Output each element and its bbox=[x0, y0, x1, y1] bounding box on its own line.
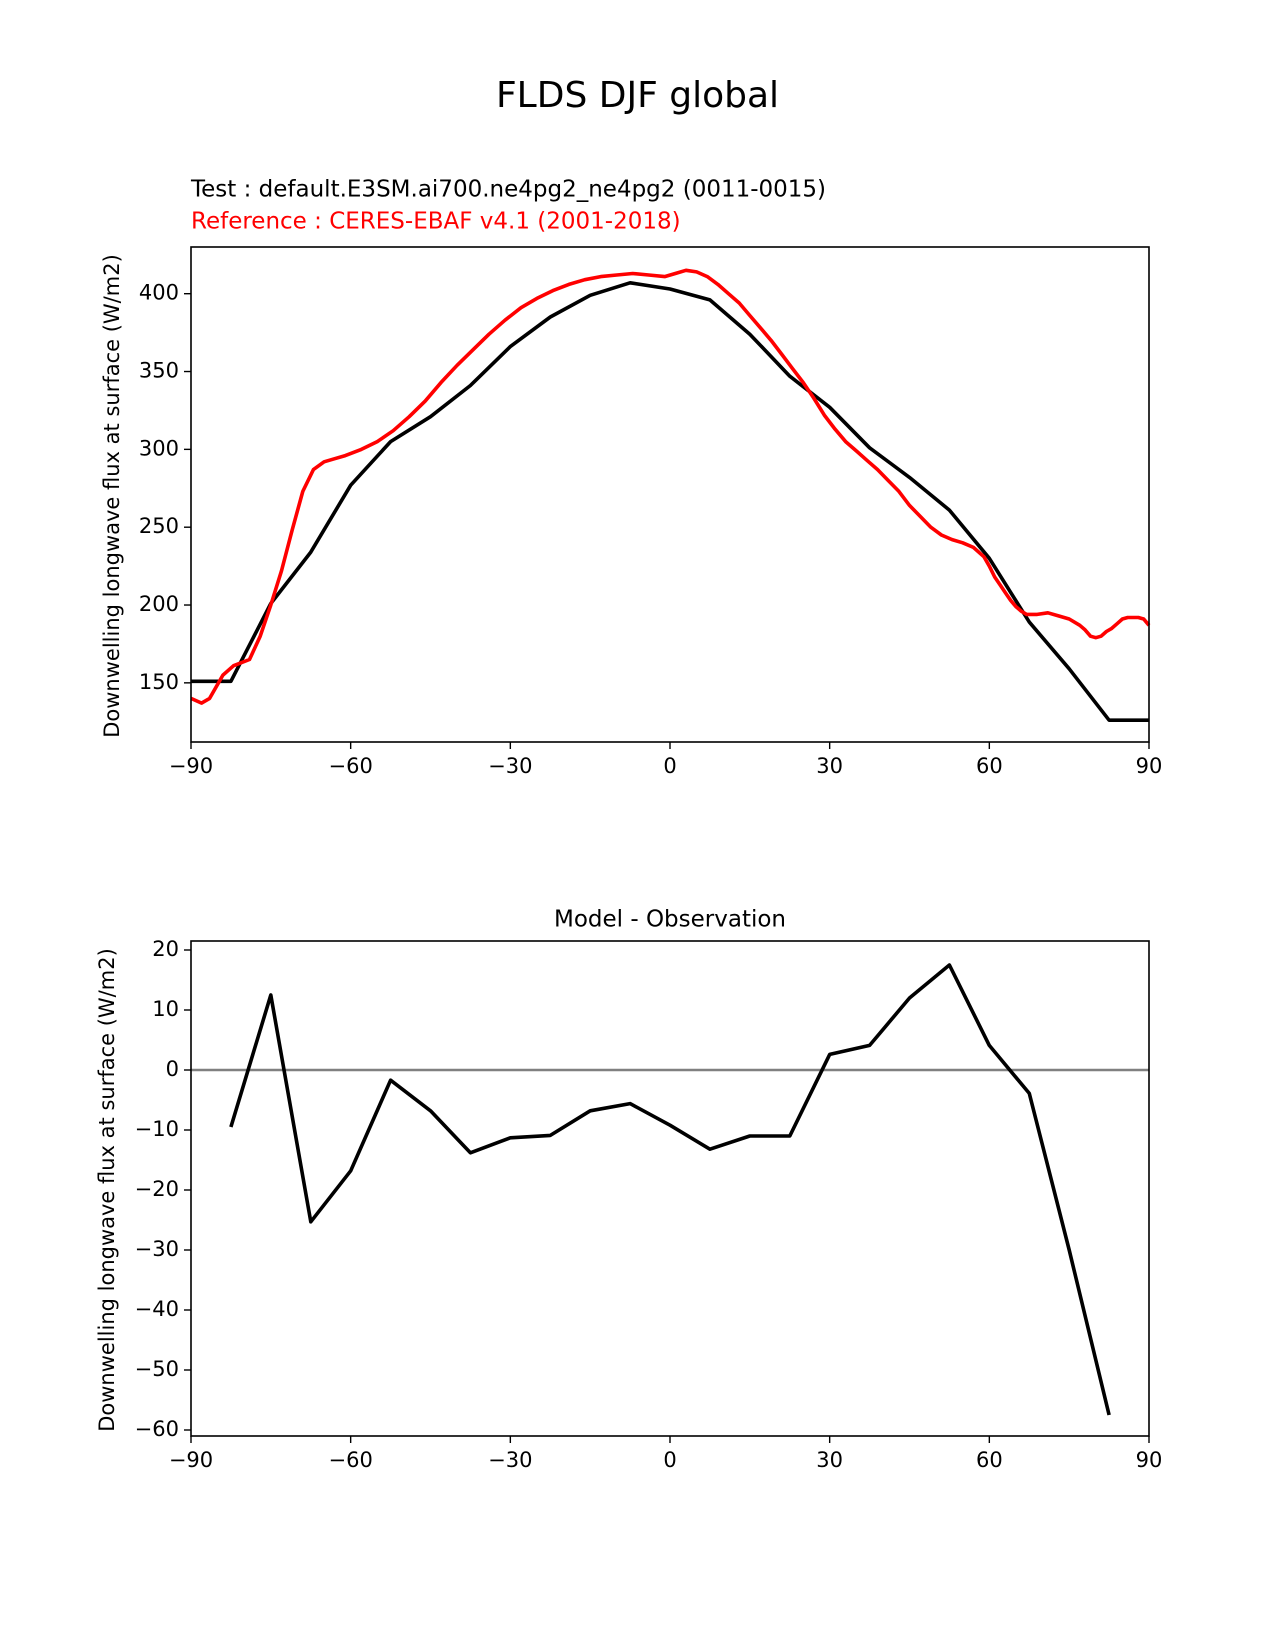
top-y-tick-label: 150 bbox=[139, 670, 179, 694]
top-x-tick-label: −60 bbox=[329, 754, 373, 778]
bottom-y-ticks: 20 10 0 −10 −20 −30 −40 −50 −60 bbox=[135, 937, 191, 1441]
top-x-tick-label: 0 bbox=[663, 754, 676, 778]
top-y-tick-label: 350 bbox=[139, 359, 179, 383]
bottom-y-axis-label: Downwelling longwave flux at surface (W/… bbox=[95, 948, 119, 1432]
bottom-x-tick-label: −30 bbox=[488, 1448, 532, 1472]
bottom-chart-title: Model - Observation bbox=[554, 907, 786, 933]
top-y-tick-label: 400 bbox=[139, 281, 179, 305]
bottom-difference-line bbox=[229, 963, 1111, 1416]
top-y-tick-label: 250 bbox=[139, 514, 179, 538]
bottom-chart: Model - Observation Downwelling longwave… bbox=[95, 907, 1162, 1473]
bottom-y-tick-label: 20 bbox=[152, 937, 179, 961]
top-y-tick-label: 300 bbox=[139, 436, 179, 460]
bottom-x-tick-label: 0 bbox=[663, 1448, 676, 1472]
bottom-y-tick-label: −10 bbox=[135, 1117, 179, 1141]
bottom-y-tick-label: −60 bbox=[135, 1417, 179, 1441]
bottom-y-tick-label: −20 bbox=[135, 1177, 179, 1201]
bottom-y-tick-label: −50 bbox=[135, 1357, 179, 1381]
bottom-y-tick-label: −40 bbox=[135, 1297, 179, 1321]
test-label: Test : default.E3SM.ai700.ne4pg2_ne4pg2 … bbox=[190, 177, 826, 203]
bottom-x-tick-label: −60 bbox=[329, 1448, 373, 1472]
top-x-tick-label: 60 bbox=[976, 754, 1003, 778]
top-x-tick-label: −30 bbox=[488, 754, 532, 778]
top-plot-frame bbox=[190, 246, 1150, 743]
top-chart: Test : default.E3SM.ai700.ne4pg2_ne4pg2 … bbox=[100, 177, 1162, 779]
bottom-y-tick-label: 10 bbox=[152, 997, 179, 1021]
bottom-plot-frame bbox=[190, 940, 1150, 1437]
bottom-x-tick-label: 30 bbox=[816, 1448, 843, 1472]
top-x-tick-label: 30 bbox=[816, 754, 843, 778]
bottom-x-tick-label: 90 bbox=[1136, 1448, 1163, 1472]
top-x-tick-label: −90 bbox=[169, 754, 213, 778]
bottom-series bbox=[191, 963, 1149, 1416]
top-y-axis-label: Downwelling longwave flux at surface (W/… bbox=[100, 254, 124, 738]
top-reference-line bbox=[190, 268, 1151, 705]
top-y-ticks: 150 200 250 300 350 400 bbox=[139, 281, 191, 694]
top-x-tick-label: 90 bbox=[1136, 754, 1163, 778]
figure-title: FLDS DJF global bbox=[496, 75, 779, 116]
bottom-x-tick-label: −90 bbox=[169, 1448, 213, 1472]
bottom-x-ticks: −90 −60 −30 0 30 60 90 bbox=[169, 1436, 1163, 1472]
bottom-y-tick-label: −30 bbox=[135, 1237, 179, 1261]
reference-label: Reference : CERES-EBAF v4.1 (2001-2018) bbox=[191, 209, 681, 235]
bottom-y-tick-label: 0 bbox=[166, 1057, 179, 1081]
top-test-line bbox=[191, 280, 1149, 723]
top-x-ticks: −90 −60 −30 0 30 60 90 bbox=[169, 742, 1163, 778]
bottom-x-tick-label: 60 bbox=[976, 1448, 1003, 1472]
top-series bbox=[190, 268, 1151, 723]
top-y-tick-label: 200 bbox=[139, 592, 179, 616]
